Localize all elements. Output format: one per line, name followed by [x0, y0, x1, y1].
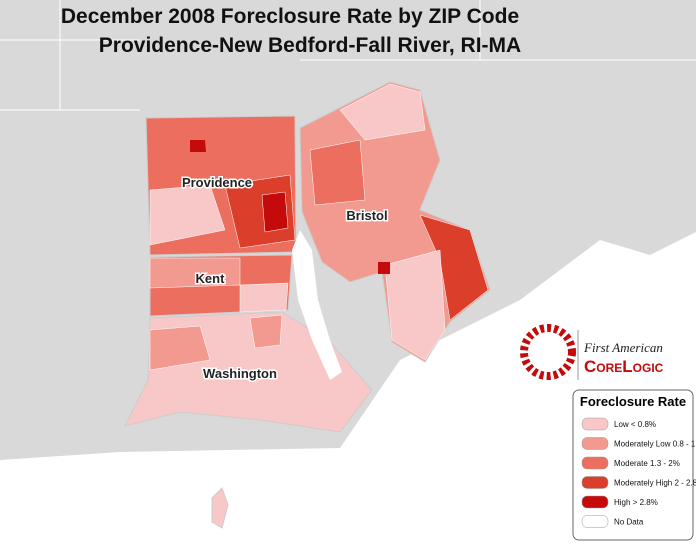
bay [292, 230, 342, 380]
legend-label: No Data [614, 518, 644, 527]
logo-text: First American [583, 340, 663, 355]
zip-area [384, 249, 446, 361]
legend-swatch [581, 437, 609, 450]
county-label: Bristol [346, 208, 387, 223]
zip-area [378, 262, 390, 274]
map-subtitle: Providence-New Bedford-Fall River, RI-MA [99, 34, 521, 57]
legend: Foreclosure Rate Low < 0.8% Moderately Lo… [572, 389, 696, 541]
zip-area [309, 139, 366, 206]
zip-area [339, 83, 426, 141]
legend-swatch [581, 476, 609, 489]
legend-label: High > 2.8% [614, 498, 658, 507]
county-label: Providence [182, 175, 252, 190]
map-title: December 2008 Foreclosure Rate by ZIP Co… [61, 5, 519, 28]
legend-label: Low < 0.8% [614, 420, 656, 429]
legend-label: Moderately High 2 - 2.8% [614, 479, 696, 488]
zip-area [190, 140, 206, 152]
county-label: Washington [203, 366, 277, 381]
state-lines [0, 0, 696, 111]
legend-label: Moderately Low 0.8 - 1.3% [614, 440, 696, 449]
legend-swatch [581, 495, 609, 509]
logo: First American CoreLogic [520, 324, 664, 380]
logo-emblem [520, 324, 576, 380]
zip-area [249, 314, 283, 349]
legend-swatch [581, 515, 609, 528]
zip-area [149, 184, 226, 246]
legend-label: Moderate 1.3 - 2% [614, 459, 680, 468]
zip-area [149, 325, 211, 371]
county-label: Kent [196, 271, 226, 286]
legend-swatch [581, 417, 609, 431]
zip-area [239, 282, 289, 313]
zip-area [261, 191, 289, 233]
block-island [211, 487, 229, 529]
ocean [0, 232, 696, 557]
legend-swatch [581, 456, 609, 470]
logo-text: CoreLogic [584, 357, 664, 376]
legend-title: Foreclosure Rate [580, 394, 686, 409]
